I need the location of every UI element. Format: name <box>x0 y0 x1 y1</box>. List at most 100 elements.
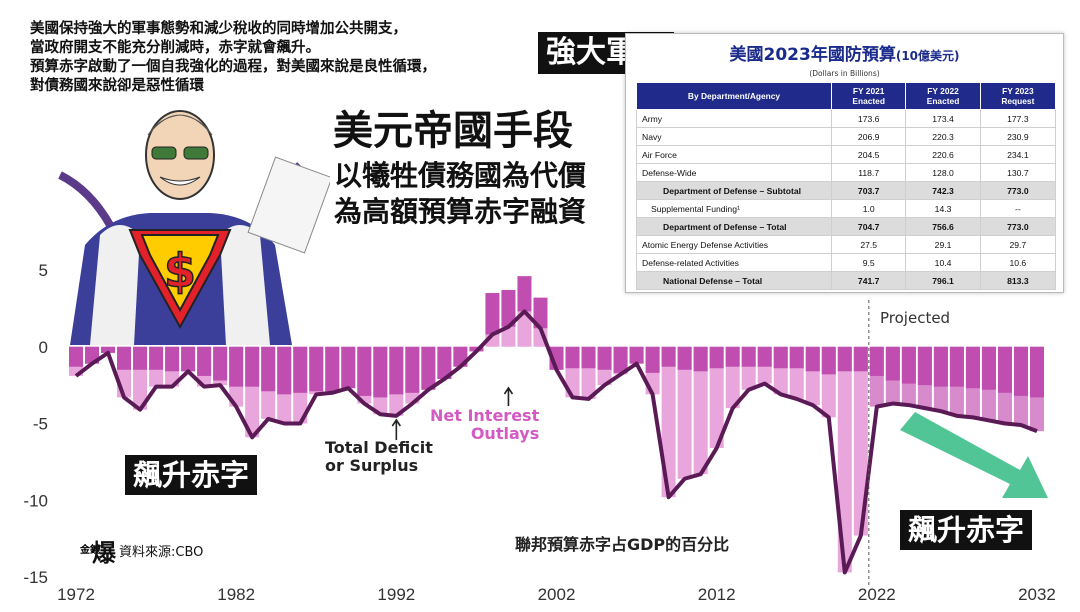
interest-bar <box>997 346 1012 393</box>
table-row-label: National Defense – Total <box>636 271 832 290</box>
interest-bar <box>277 346 292 395</box>
table-cell-value: 14.3 <box>905 199 981 218</box>
budget-table-title: 美國2023年國防預算(10億美元) <box>626 40 1063 65</box>
svg-text:$: $ <box>164 244 196 298</box>
interest-bar <box>901 346 916 384</box>
interest-bar <box>741 346 756 367</box>
table-row-label: Navy <box>636 127 832 146</box>
interest-bar <box>69 346 84 367</box>
interest-bar <box>309 346 324 392</box>
interest-bar <box>405 346 420 393</box>
table-cell-value: 173.4 <box>905 109 981 128</box>
intro-line: 美國保持強大的軍事態勢和減少稅收的同時增加公共開支， <box>30 21 407 37</box>
budget-title-text: 美國2023年國防預算 <box>729 45 896 65</box>
interest-bar <box>133 346 148 370</box>
interest-bar <box>325 346 340 392</box>
soaring-deficit-label-right: 飆升赤字 <box>900 510 1033 550</box>
chart-caption: 聯邦預算赤字占GDP的百分比 <box>515 535 730 554</box>
interest-bar <box>517 276 532 312</box>
table-row-label: Defense-Wide <box>636 163 832 182</box>
table-header-row: By Department/Agency FY 2021 Enacted FY 202… <box>636 82 1057 110</box>
table-header-cell: FY 2022 Enacted <box>905 82 981 110</box>
table-row: Navy 206.9 220.3 230.9 <box>636 127 1057 146</box>
projected-label: Projected <box>880 309 951 327</box>
table-row-label: Supplemental Funding¹ <box>636 199 832 218</box>
table-cell-value: 29.7 <box>979 235 1057 254</box>
interest-bar <box>501 289 516 327</box>
table-cell-value: 773.0 <box>979 181 1057 200</box>
table-row-label: Department of Defense – Total <box>636 217 832 236</box>
headline-main: 美元帝國手段 <box>333 108 573 154</box>
interest-bar <box>149 346 164 370</box>
line-layer <box>74 309 1038 575</box>
table-cell-value: 230.9 <box>979 127 1057 146</box>
table-row: Army 173.6 173.4 177.3 <box>636 109 1057 128</box>
table-cell-value: 10.4 <box>905 253 981 272</box>
table-cell-value: 10.6 <box>979 253 1057 272</box>
x-tick-label: 1992 <box>377 585 415 604</box>
table-row-label: Army <box>636 109 832 128</box>
x-tick-label: 1982 <box>217 585 255 604</box>
table-cell-value: 1.0 <box>830 199 907 218</box>
interest-bar <box>613 346 628 373</box>
interest-bar <box>981 346 996 390</box>
table-row: Department of Defense – Subtotal 703.7 742… <box>636 181 1057 200</box>
table-cell-value: 796.1 <box>905 271 981 290</box>
net-interest-annotation: Net Interest Outlays <box>430 407 539 443</box>
interest-bar <box>917 346 932 386</box>
green-down-arrow <box>900 412 1048 498</box>
table-cell-value: 9.5 <box>830 253 907 272</box>
deficit-bar <box>693 346 708 475</box>
table-row: Air Force 204.5 220.6 234.1 <box>636 145 1057 164</box>
intro-text: 美國保持強大的軍事態勢和減少稅收的同時增加公共開支， 當政府開支不能充分削減時，… <box>30 20 436 96</box>
table-row: National Defense – Total 741.7 796.1 813.3 <box>636 271 1057 290</box>
deficit-bar <box>837 346 852 573</box>
table-cell-value: 704.7 <box>830 217 907 236</box>
table-row: Defense-related Activities 9.5 10.4 10.6 <box>636 253 1057 272</box>
interest-bar <box>773 346 788 369</box>
net-interest-line1: Net Interest <box>430 406 540 425</box>
interest-bar <box>181 346 196 372</box>
total-deficit-line <box>74 309 1038 575</box>
table-row: Supplemental Funding¹ 1.0 14.3 -- <box>636 199 1057 218</box>
interest-bar <box>725 346 740 367</box>
interest-bar <box>213 346 228 381</box>
table-cell-value: 813.3 <box>979 271 1057 290</box>
interest-bar <box>373 346 388 398</box>
table-header-cell: FY 2021 Enacted <box>830 82 907 110</box>
interest-bar <box>437 346 452 379</box>
interest-bar <box>805 346 820 372</box>
interest-bar <box>229 346 244 387</box>
table-cell-value: 204.5 <box>830 145 907 164</box>
defense-budget-table-card: 美國2023年國防預算(10億美元) (Dollars in Billions)… <box>625 33 1064 293</box>
interest-bar <box>965 346 980 389</box>
interest-bar <box>757 346 772 367</box>
table-row-label: Air Force <box>636 145 832 164</box>
table-row-label: Department of Defense – Subtotal <box>636 181 832 200</box>
table-cell-value: 118.7 <box>830 163 907 182</box>
table-cell-value: 742.3 <box>905 181 981 200</box>
interest-bar <box>789 346 804 369</box>
interest-bar <box>581 346 596 369</box>
interest-bar <box>693 346 708 372</box>
interest-bar <box>245 346 260 387</box>
superhero-cartoon: $ <box>58 110 330 345</box>
surplus-bar <box>517 311 532 347</box>
intro-line: 預算赤字啟動了一個自我強化的過程，對美國來說是良性循環， <box>30 59 436 75</box>
x-tick-label: 2002 <box>538 585 576 604</box>
interest-bar <box>1029 346 1044 398</box>
interest-bar <box>885 346 900 381</box>
x-tick-label: 1972 <box>57 585 95 604</box>
y-tick-label: -15 <box>23 568 48 587</box>
surplus-bar <box>501 326 516 347</box>
interest-bar <box>565 346 580 369</box>
interest-bar <box>709 346 724 369</box>
soaring-deficit-label-left: 飆升赤字 <box>125 455 258 495</box>
interest-bar <box>597 346 612 370</box>
table-cell-value: 206.9 <box>830 127 907 146</box>
table-cell-value: 773.0 <box>979 217 1057 236</box>
defense-budget-table: By Department/Agency FY 2021 Enacted FY 202… <box>636 82 1057 290</box>
headline-line1: 以犧牲債務國為代價 <box>334 159 587 192</box>
